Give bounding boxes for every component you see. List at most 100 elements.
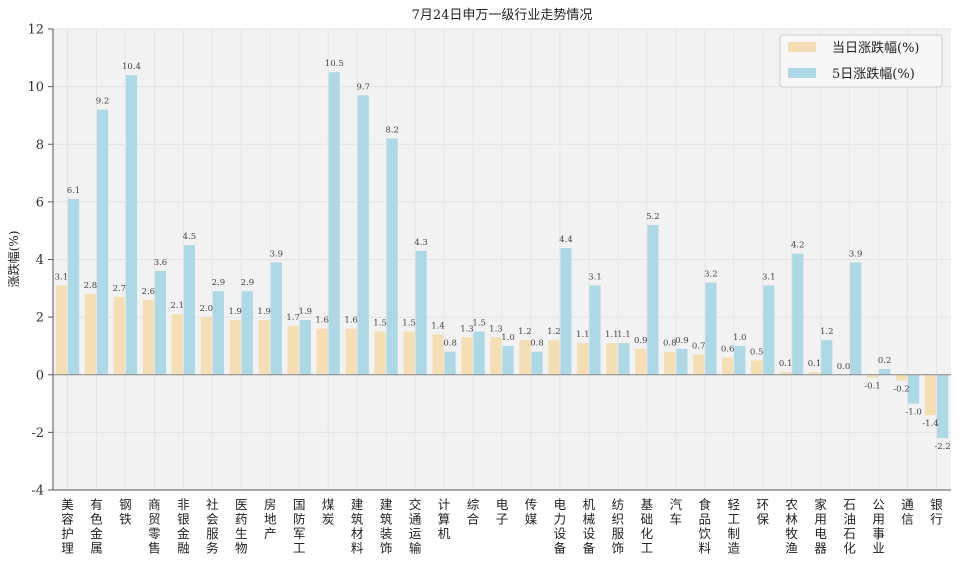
bar-5day-15 — [502, 345, 514, 375]
x-tick-label: 通信 — [901, 497, 914, 527]
bar-daily-21 — [664, 351, 676, 375]
data-label-daily-19: 1.1 — [605, 330, 619, 340]
bar-daily-20 — [635, 348, 647, 375]
data-label-daily-21: 0.8 — [663, 339, 677, 349]
data-label-5day-26: 1.2 — [820, 327, 834, 337]
data-label-daily-9: 1.6 — [315, 316, 329, 326]
data-label-5day-0: 6.1 — [67, 186, 81, 196]
bar-5day-19 — [618, 343, 630, 375]
bar-daily-23 — [722, 357, 734, 375]
x-tick-label: 计算机 — [438, 497, 451, 541]
bar-daily-4 — [171, 314, 183, 375]
data-label-daily-23: 0.6 — [721, 344, 735, 354]
x-tick-label: 非银金融 — [177, 497, 190, 556]
data-label-daily-12: 1.5 — [402, 319, 416, 329]
bar-daily-11 — [374, 331, 386, 375]
data-label-5day-8: 1.9 — [299, 307, 313, 317]
x-tick-label: 建筑材料 — [351, 497, 364, 556]
x-tick-label: 电力设备 — [554, 497, 567, 556]
data-label-daily-4: 2.1 — [171, 301, 185, 311]
bar-daily-13 — [432, 334, 444, 375]
data-label-5day-14: 1.5 — [472, 319, 486, 329]
y-tick-label: 8 — [36, 138, 44, 153]
bar-daily-1 — [84, 294, 96, 375]
x-tick-label: 农林牧渔 — [785, 497, 798, 556]
data-label-daily-11: 1.5 — [373, 319, 387, 329]
bar-5day-12 — [415, 250, 427, 375]
bar-5day-17 — [560, 247, 572, 375]
data-label-5day-29: -1.0 — [905, 408, 921, 418]
data-label-5day-30: -2.2 — [934, 442, 950, 452]
data-label-5day-22: 3.2 — [704, 270, 718, 280]
bar-daily-8 — [287, 325, 299, 375]
legend-swatch-5day — [788, 68, 816, 78]
data-label-daily-26: 0.1 — [808, 359, 822, 369]
bar-daily-9 — [316, 328, 328, 375]
legend-label-5day: 5日涨跌幅(%) — [832, 66, 915, 82]
data-label-daily-5: 2.0 — [199, 304, 213, 314]
data-label-daily-15: 1.3 — [489, 324, 503, 334]
data-label-5day-12: 4.3 — [414, 238, 428, 248]
x-tick-label: 传媒 — [525, 497, 538, 527]
y-tick-label: -2 — [31, 426, 44, 441]
data-label-5day-28: 0.2 — [878, 356, 892, 366]
y-tick-label: 4 — [36, 253, 44, 268]
bar-5day-27 — [850, 262, 862, 375]
bar-5day-20 — [647, 224, 659, 375]
y-tick-label: 0 — [36, 368, 44, 383]
bar-5day-23 — [734, 345, 746, 375]
data-label-daily-2: 2.7 — [113, 284, 127, 294]
bar-daily-19 — [606, 343, 618, 375]
data-label-5day-19: 1.1 — [617, 330, 631, 340]
bar-daily-24 — [751, 360, 763, 375]
axes: -4 -2 0 2 4 6 8 10 12 美容护理 有色金属 钢铁 商贸零售 非银金融 社会服务 医药生物 房… — [27, 23, 951, 556]
data-label-daily-16: 1.2 — [518, 327, 532, 337]
bar-daily-26 — [808, 371, 821, 375]
bar-5day-2 — [125, 75, 138, 375]
data-label-daily-0: 3.1 — [55, 272, 69, 282]
data-label-5day-15: 1.0 — [501, 333, 515, 343]
data-label-daily-24: 0.5 — [750, 347, 764, 357]
x-tick-label: 银行 — [930, 497, 943, 527]
legend-swatch-daily — [788, 42, 816, 52]
bar-5day-30 — [937, 374, 949, 439]
y-tick-label: 12 — [27, 23, 44, 38]
data-label-daily-25: 0.1 — [779, 359, 793, 369]
legend-box — [779, 34, 943, 88]
data-label-5day-5: 2.9 — [212, 278, 226, 288]
bar-daily-30 — [924, 374, 937, 416]
data-label-daily-17: 1.2 — [547, 327, 561, 337]
data-label-daily-10: 1.6 — [344, 316, 358, 326]
data-label-5day-17: 4.4 — [559, 235, 573, 245]
bar-5day-29 — [908, 374, 920, 404]
data-label-daily-14: 1.3 — [460, 324, 474, 334]
data-label-5day-18: 3.1 — [588, 272, 602, 282]
x-tick-label: 煤炭 — [322, 497, 335, 527]
data-label-daily-7: 1.9 — [257, 307, 271, 317]
data-label-5day-20: 5.2 — [646, 212, 660, 222]
x-tick-label: 电子 — [496, 497, 509, 527]
bar-daily-25 — [780, 371, 792, 375]
data-label-5day-13: 0.8 — [443, 339, 457, 349]
bar-daily-17 — [548, 340, 560, 375]
bar-daily-29 — [895, 374, 908, 381]
y-tick-label: -4 — [31, 484, 44, 499]
data-label-5day-4: 4.5 — [183, 232, 197, 242]
data-label-5day-11: 8.2 — [385, 125, 399, 135]
data-label-5day-21: 0.9 — [675, 336, 689, 346]
x-tick-label: 医药生物 — [235, 497, 248, 556]
data-label-5day-16: 0.8 — [530, 339, 544, 349]
bar-5day-0 — [67, 198, 80, 375]
data-label-daily-18: 1.1 — [576, 330, 590, 340]
data-labels: 3.12.8 2.7 2.62.1 2.0 1.9 1.91.7 1.6 1.6 1.5 1.5 1… — [55, 59, 951, 452]
bar-5day-18 — [589, 285, 601, 375]
x-tick-label: 汽车 — [670, 497, 683, 527]
bar-5day-7 — [270, 262, 282, 375]
data-label-daily-8: 1.7 — [286, 313, 300, 323]
bar-5day-6 — [241, 291, 253, 375]
y-tick-label: 10 — [27, 80, 44, 95]
bar-daily-22 — [693, 354, 705, 375]
x-tick-label: 交通运输 — [409, 497, 422, 556]
